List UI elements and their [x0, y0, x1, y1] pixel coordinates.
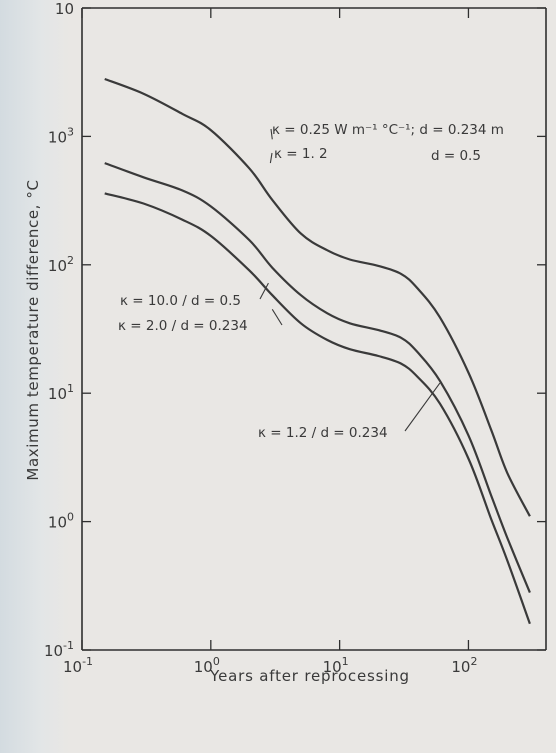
x-axis-label: Years after reprocessing — [209, 667, 410, 685]
x-tick-label: 100 — [194, 655, 220, 676]
annotations: κ = 0.25 W m⁻¹ °C⁻¹; d = 0.234 m κ = 1. 2… — [118, 122, 504, 441]
y-axis-label: Maximum temperature difference, °C — [24, 179, 42, 480]
y-tick-label: 10-1 — [44, 639, 74, 660]
y-tick-label: 102 — [48, 254, 74, 275]
annotation-kappa-1-2: κ = 1. 2 — [274, 146, 328, 162]
leader-kappa-1-2-lower — [404, 382, 441, 432]
paper-edge — [0, 0, 70, 753]
annotation-kappa-10: κ = 10.0 / d = 0.5 — [120, 293, 241, 309]
series-middle-curve — [104, 162, 531, 594]
leader-kappa-10 — [259, 282, 269, 300]
annotation-kappa-0-25: κ = 0.25 W m⁻¹ °C⁻¹; d = 0.234 m — [272, 122, 504, 138]
leader-kappa-1-2 — [269, 152, 273, 164]
x-tick-label: 10-1 — [63, 655, 93, 676]
y-tick-label: 103 — [48, 125, 74, 146]
curves — [104, 77, 531, 625]
x-tick-label: 101 — [323, 655, 349, 676]
leader-kappa-0-25 — [270, 128, 273, 140]
ticks: 10-1 100 101 102 103 10 10-1 100 101 102 — [44, 0, 546, 676]
annotation-kappa-1-2-lower: κ = 1.2 / d = 0.234 — [258, 425, 388, 441]
axes — [81, 7, 547, 651]
series-lower-curve — [104, 192, 531, 625]
x-tick-label: 102 — [451, 655, 477, 676]
y-tick-label: 101 — [48, 382, 74, 403]
annotation-kappa-2: κ = 2.0 / d = 0.234 — [118, 318, 248, 334]
annotation-d-0-5: d = 0.5 — [431, 148, 481, 164]
leader-kappa-2 — [271, 309, 283, 326]
y-tick-label: 10 — [55, 0, 74, 18]
series-upper-curve — [104, 77, 531, 517]
y-tick-label: 100 — [48, 511, 74, 532]
